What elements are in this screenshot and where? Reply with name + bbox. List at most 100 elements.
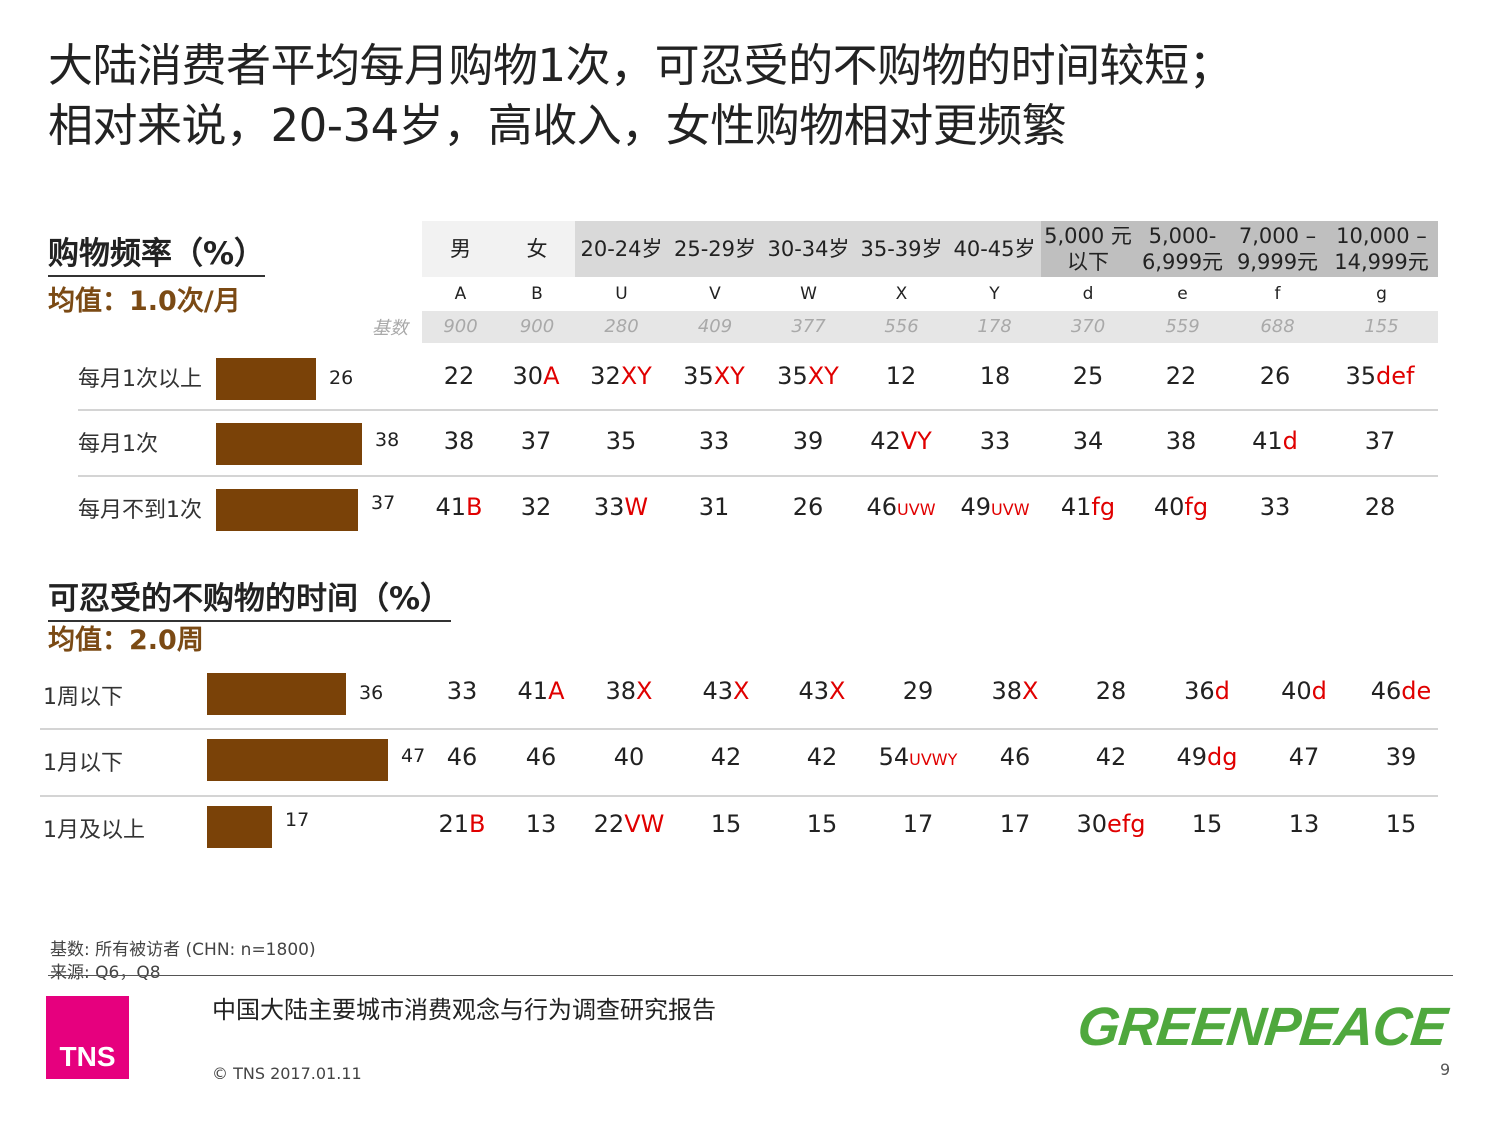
cell-value: 38: [991, 677, 1023, 705]
column-header-line2: 14,999元: [1334, 250, 1429, 274]
table-cell: 32XY: [561, 361, 681, 391]
table-cell: 41B: [399, 492, 519, 522]
table-cell: 15: [762, 809, 882, 839]
cell-value: 21: [438, 810, 470, 838]
copyright: © TNS 2017.01.11: [212, 1064, 362, 1083]
significance-letters: W: [624, 493, 649, 521]
bar-value: 36: [359, 682, 384, 704]
significance-letters: XY: [807, 362, 839, 390]
column-header: 5,000- 6,999元: [1135, 221, 1230, 277]
column-header-line2: 以下: [1066, 250, 1109, 274]
significance-letters: XY: [713, 362, 745, 390]
header-bg-income: [1041, 221, 1438, 277]
cell-value: 33: [1259, 493, 1291, 521]
base-note: 基数: 所有被访者 (CHN: n=1800): [50, 940, 316, 960]
cell-value: 33: [446, 677, 478, 705]
column-header-text: 25-29岁: [673, 237, 757, 261]
column-code: A: [454, 284, 467, 304]
column-header: 7,000 –9,999元: [1230, 221, 1325, 277]
cell-value: 41: [435, 493, 467, 521]
table-cell: 36d: [1147, 676, 1267, 706]
column-code: d: [1082, 284, 1094, 304]
column-code: X: [895, 284, 908, 304]
column-header-line1: 7,000 –: [1238, 224, 1317, 248]
table-cell: 25: [1028, 361, 1148, 391]
cell-value: 22: [1165, 362, 1197, 390]
table-cell: 13: [481, 809, 601, 839]
significance-letters: UVW: [991, 500, 1030, 519]
column-header-text: 女: [526, 237, 548, 261]
column-code: B: [531, 284, 543, 304]
bar: [216, 489, 358, 531]
column-header-text: 35-39岁: [860, 237, 943, 261]
cell-value: 43: [702, 677, 734, 705]
base-row-bg: [422, 311, 1438, 343]
significance-letters: X: [829, 677, 846, 705]
cell-value: 54: [878, 743, 910, 771]
cell-value: 37: [520, 427, 552, 455]
table-cell: 43X: [762, 676, 882, 706]
cell-value: 28: [1095, 677, 1127, 705]
table-cell: 46: [955, 742, 1075, 772]
cell-value: 35: [777, 362, 808, 390]
cell-value: 39: [792, 427, 824, 455]
column-code: g: [1376, 284, 1387, 304]
table-cell: 46de: [1341, 676, 1461, 706]
column-base: 370: [1070, 316, 1106, 337]
cell-value: 46: [866, 493, 898, 521]
table-cell: 34: [1028, 426, 1148, 456]
table-cell: 38: [1121, 426, 1241, 456]
row-separator: [78, 409, 1438, 411]
column-code: V: [709, 284, 721, 304]
significance-letters: UVW: [897, 500, 936, 519]
cell-value: 42: [710, 743, 742, 771]
greenpeace-logo: GREENPEACE: [1074, 997, 1450, 1057]
table-cell: 33: [654, 426, 774, 456]
column-header: 35-39岁: [855, 221, 948, 277]
report-title: 中国大陆主要城市消费观念与行为调查研究报告: [212, 996, 716, 1024]
cell-value: 17: [999, 810, 1031, 838]
significance-letters: dg: [1207, 743, 1238, 771]
row-label: 1月以下: [43, 751, 123, 776]
cell-value: 32: [590, 362, 621, 390]
cell-value: 18: [979, 362, 1011, 390]
table-cell: 41fg: [1028, 492, 1148, 522]
column-header: 10,000 –14,999元: [1325, 221, 1438, 277]
cell-value: 49: [1176, 743, 1208, 771]
table-cell: 22VW: [569, 809, 689, 839]
cell-value: 15: [1191, 810, 1223, 838]
cell-value: 36: [1184, 677, 1215, 705]
column-header-line2: 6,999元: [1141, 250, 1224, 274]
table-cell: 18: [935, 361, 1055, 391]
column-header-line2: 9,999元: [1236, 250, 1319, 274]
column-base: 409: [697, 316, 733, 337]
significance-letters: X: [636, 677, 653, 705]
table-cell: 17: [858, 809, 978, 839]
cell-value: 46: [1370, 677, 1402, 705]
table-cell: 22: [399, 361, 519, 391]
table-cell: 35XY: [654, 361, 774, 391]
table-cell: 30A: [476, 361, 596, 391]
column-base: 155: [1364, 316, 1399, 337]
title-line-2: 相对来说，20-34岁，高收入，女性购物相对更频繁: [48, 99, 1067, 152]
tns-logo: TNS: [46, 996, 129, 1079]
cell-value: 42: [1095, 743, 1127, 771]
table-cell: 54UVWY: [858, 742, 978, 775]
cell-value: 38: [1165, 427, 1197, 455]
cell-value: 41: [517, 677, 549, 705]
table-cell: 40d: [1244, 676, 1364, 706]
cell-value: 30: [1076, 810, 1108, 838]
section1-title: 购物频率（%）: [48, 228, 266, 277]
table-cell: 37: [1320, 426, 1440, 456]
column-header-text: 40-45岁: [953, 237, 1036, 261]
table-cell: 35: [561, 426, 681, 456]
table-cell: 39: [748, 426, 868, 456]
cell-value: 38: [443, 427, 475, 455]
significance-letters: A: [543, 362, 560, 390]
table-cell: 40fg: [1121, 492, 1241, 522]
column-base: 280: [604, 316, 639, 337]
table-cell: 42: [1051, 742, 1171, 772]
table-cell: 33: [935, 426, 1055, 456]
table-cell: 38X: [955, 676, 1075, 706]
column-header: 5,000 元以下: [1041, 221, 1135, 277]
